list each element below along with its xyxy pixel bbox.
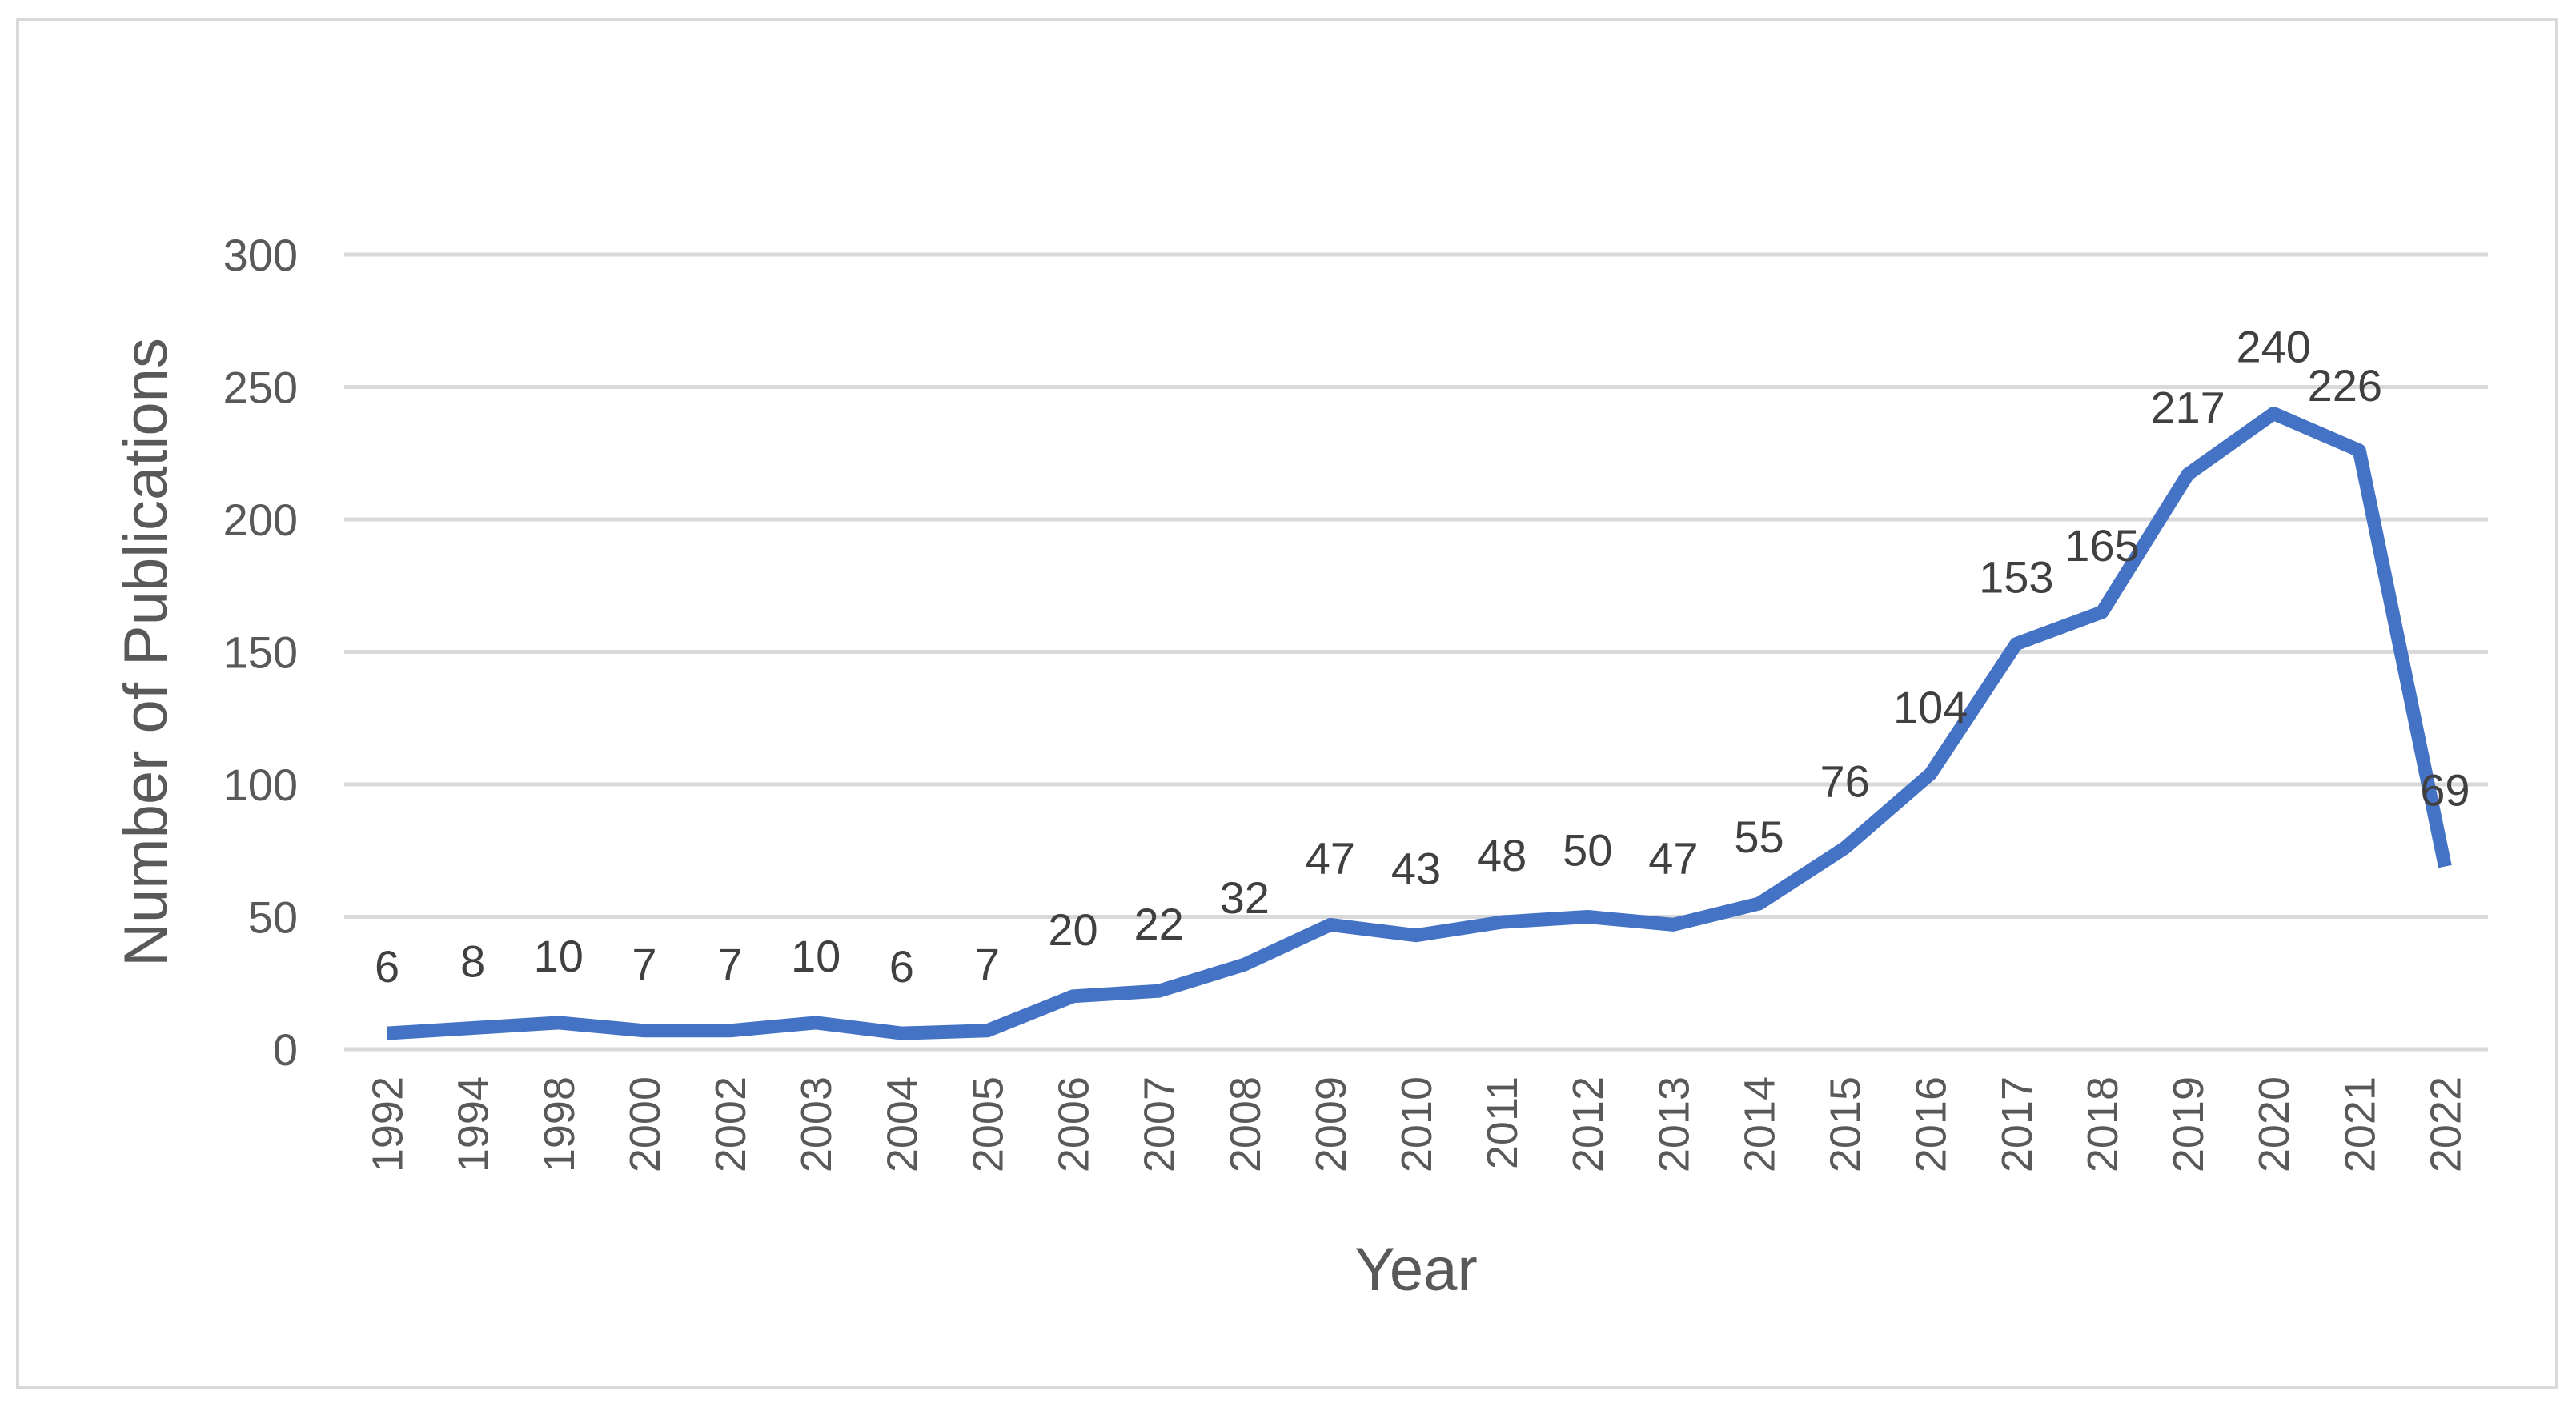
y-tick-label: 100 bbox=[223, 760, 298, 810]
data-label: 76 bbox=[1820, 756, 1869, 806]
data-label: 10 bbox=[791, 931, 841, 981]
x-tick-label: 2012 bbox=[1564, 1076, 1612, 1172]
y-tick-label: 50 bbox=[248, 892, 298, 943]
data-label: 48 bbox=[1477, 830, 1527, 880]
x-tick-label: 2017 bbox=[1993, 1076, 2041, 1172]
x-tick-label: 2011 bbox=[1479, 1076, 1527, 1169]
data-label: 32 bbox=[1220, 872, 1270, 923]
data-label: 69 bbox=[2420, 765, 2470, 816]
data-label: 153 bbox=[1979, 552, 2053, 603]
x-tick-label: 2004 bbox=[878, 1076, 926, 1172]
data-label: 8 bbox=[460, 936, 485, 987]
x-tick-label: 2005 bbox=[964, 1076, 1012, 1172]
data-label: 226 bbox=[2308, 360, 2382, 411]
data-label: 20 bbox=[1048, 904, 1097, 955]
x-tick-label: 2020 bbox=[2250, 1076, 2298, 1172]
series-line-group bbox=[387, 407, 2452, 1040]
data-label: 43 bbox=[1391, 844, 1441, 894]
x-tick-label: 2016 bbox=[1908, 1076, 1956, 1172]
x-tick-label: 2000 bbox=[621, 1076, 669, 1172]
data-label: 6 bbox=[375, 941, 399, 992]
x-tick-label: 1992 bbox=[364, 1076, 412, 1172]
y-tick-label: 0 bbox=[273, 1024, 298, 1075]
y-tick-label: 300 bbox=[223, 230, 298, 280]
x-tick-label: 2002 bbox=[707, 1076, 755, 1172]
data-label: 47 bbox=[1306, 832, 1355, 883]
x-tick-label: 2010 bbox=[1393, 1076, 1441, 1172]
x-tick-label: 2015 bbox=[1822, 1076, 1870, 1172]
x-tick-label: 2009 bbox=[1307, 1076, 1355, 1172]
x-tick-label: 2008 bbox=[1222, 1076, 1270, 1172]
x-tick-label: 2021 bbox=[2336, 1076, 2384, 1172]
gridlines bbox=[344, 252, 2488, 1052]
data-label: 10 bbox=[534, 931, 584, 981]
x-tick-label: 2014 bbox=[1735, 1076, 1784, 1172]
y-tick-label: 200 bbox=[223, 495, 298, 545]
y-axis-title: Number of Publications bbox=[112, 338, 180, 967]
x-tick-label: 2018 bbox=[2079, 1076, 2127, 1172]
chart-frame bbox=[16, 18, 2558, 1389]
data-label: 22 bbox=[1134, 899, 1183, 949]
x-tick-label: 2006 bbox=[1050, 1076, 1098, 1172]
x-tick-label: 2013 bbox=[1650, 1076, 1698, 1172]
x-tick-label: 1994 bbox=[450, 1076, 498, 1172]
data-label: 165 bbox=[2064, 520, 2139, 571]
data-label: 240 bbox=[2236, 322, 2310, 372]
x-tick-label: 2019 bbox=[2165, 1076, 2213, 1172]
data-label: 7 bbox=[632, 939, 656, 989]
y-tick-label: 250 bbox=[223, 363, 298, 413]
x-tick-label: 1998 bbox=[536, 1076, 584, 1172]
y-axis-ticks: 0 50 100 150 200 250 300 bbox=[223, 230, 298, 1075]
data-label: 55 bbox=[1734, 812, 1784, 862]
x-tick-label: 2022 bbox=[2422, 1076, 2470, 1172]
y-tick-label: 150 bbox=[223, 627, 298, 678]
x-tick-label: 2007 bbox=[1136, 1076, 1184, 1172]
data-label: 104 bbox=[1893, 682, 1968, 732]
data-label: 47 bbox=[1648, 832, 1698, 883]
data-label: 6 bbox=[889, 941, 914, 992]
x-tick-label: 2003 bbox=[792, 1076, 841, 1172]
data-label: 50 bbox=[1563, 825, 1612, 876]
x-axis-title: Year bbox=[1354, 1236, 1478, 1304]
data-label: 7 bbox=[717, 939, 742, 989]
series-line bbox=[387, 407, 2452, 1040]
x-axis-ticks: 1992 1994 1998 2000 2002 2003 2004 2005 2006 2007… bbox=[364, 1076, 2470, 1172]
data-label: 7 bbox=[975, 939, 1000, 989]
data-label: 217 bbox=[2150, 383, 2225, 433]
